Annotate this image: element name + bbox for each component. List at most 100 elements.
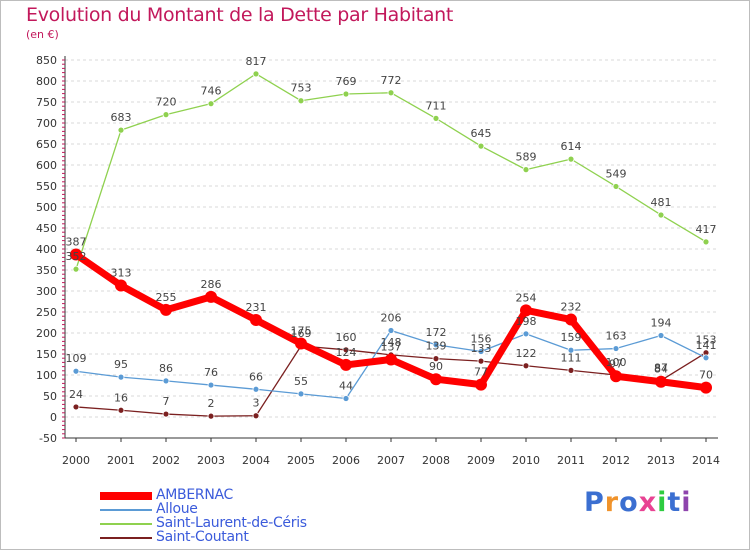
data-label: 44 (339, 380, 353, 393)
data-point (432, 114, 440, 122)
data-label: 254 (516, 291, 537, 304)
data-point (567, 366, 575, 374)
y-tick-label: 350 (36, 264, 57, 277)
y-tick-label: 100 (36, 369, 57, 382)
data-label: 255 (156, 291, 177, 304)
data-label: 194 (651, 317, 672, 330)
data-label: 141 (696, 339, 717, 352)
data-label: 746 (201, 85, 222, 98)
data-label: 417 (696, 223, 717, 236)
series-alloue (72, 327, 710, 402)
y-tick-label: 850 (36, 54, 57, 67)
data-label: 16 (114, 391, 128, 404)
legend-swatch (100, 537, 152, 539)
legend-label: Saint-Laurent-de-Céris (156, 515, 307, 531)
unit-label: (en €) (26, 28, 59, 41)
y-tick-label: 50 (43, 390, 57, 403)
data-label: 133 (471, 342, 492, 355)
data-point (522, 362, 530, 370)
data-label: 175 (291, 325, 312, 338)
data-label: 481 (651, 196, 672, 209)
legend-label: Saint-Coutant (156, 529, 249, 545)
x-tick-label: 2007 (377, 454, 405, 467)
data-point (70, 248, 82, 261)
data-label: 97 (609, 357, 623, 370)
y-tick-label: 700 (36, 117, 57, 130)
y-tick-label: 250 (36, 306, 57, 319)
data-point (207, 412, 215, 420)
data-label: 683 (111, 111, 132, 124)
data-label: 313 (111, 267, 132, 280)
x-tick-label: 2013 (647, 454, 675, 467)
data-label: 7 (163, 395, 170, 408)
data-point (160, 303, 172, 316)
data-label: 70 (699, 369, 713, 382)
data-label: 711 (426, 99, 447, 112)
data-label: 76 (204, 366, 218, 379)
series-ambernac (70, 248, 712, 394)
data-label: 231 (246, 301, 267, 314)
data-point (477, 142, 485, 150)
data-point (72, 367, 80, 375)
y-tick-label: 800 (36, 75, 57, 88)
chart-title: Evolution du Montant de la Dette par Hab… (26, 4, 454, 26)
data-label: 387 (66, 235, 87, 248)
data-label: 720 (156, 96, 177, 109)
y-tick-label: 600 (36, 159, 57, 172)
legend-label: AMBERNAC (156, 487, 234, 503)
data-point (430, 373, 442, 386)
data-point (72, 403, 80, 411)
data-point (432, 355, 440, 363)
data-label: 549 (606, 167, 627, 180)
logo-letter: o (619, 487, 639, 518)
data-point (252, 412, 260, 420)
data-point (612, 345, 620, 352)
data-label: 286 (201, 278, 222, 291)
y-tick-label: -50 (39, 432, 57, 445)
data-label: 772 (381, 74, 402, 87)
x-tick-label: 2001 (107, 454, 135, 467)
x-tick-label: 2014 (692, 454, 720, 467)
data-point (387, 327, 395, 334)
data-point (205, 290, 217, 303)
legend-label: Alloue (156, 501, 198, 517)
data-label: 153 (696, 334, 717, 347)
data-label: 77 (474, 366, 488, 379)
y-tick-label: 200 (36, 327, 57, 340)
data-point (207, 381, 215, 389)
data-point (387, 89, 395, 97)
data-label: 645 (471, 127, 492, 140)
data-label: 122 (516, 347, 537, 360)
data-point (342, 346, 350, 354)
x-tick-label: 2003 (197, 454, 225, 467)
data-label: 84 (654, 363, 668, 376)
series (70, 70, 712, 420)
x-tick-label: 2011 (557, 454, 585, 467)
data-label: 160 (336, 331, 357, 344)
logo-letter: i (681, 487, 692, 518)
data-label: 148 (381, 336, 402, 349)
data-label: 55 (294, 375, 308, 388)
y-tick-label: 150 (36, 348, 57, 361)
data-point (252, 70, 260, 78)
data-label: 198 (516, 315, 537, 328)
data-point (475, 378, 487, 391)
data-point (565, 313, 577, 326)
y-tick-label: 300 (36, 285, 57, 298)
data-point (610, 370, 622, 383)
data-label: 352 (66, 250, 87, 263)
data-point (117, 406, 125, 414)
data-point (612, 183, 620, 190)
data-point (385, 353, 397, 366)
x-tick-label: 2012 (602, 454, 630, 467)
data-point (342, 395, 350, 402)
data-label: 87 (654, 361, 668, 374)
data-point (340, 358, 352, 371)
data-label: 139 (426, 340, 447, 353)
data-label: 86 (159, 362, 173, 375)
data-label: 206 (381, 311, 402, 324)
data-label: 66 (249, 370, 263, 383)
legend-swatch (100, 492, 152, 500)
data-point (162, 111, 170, 118)
